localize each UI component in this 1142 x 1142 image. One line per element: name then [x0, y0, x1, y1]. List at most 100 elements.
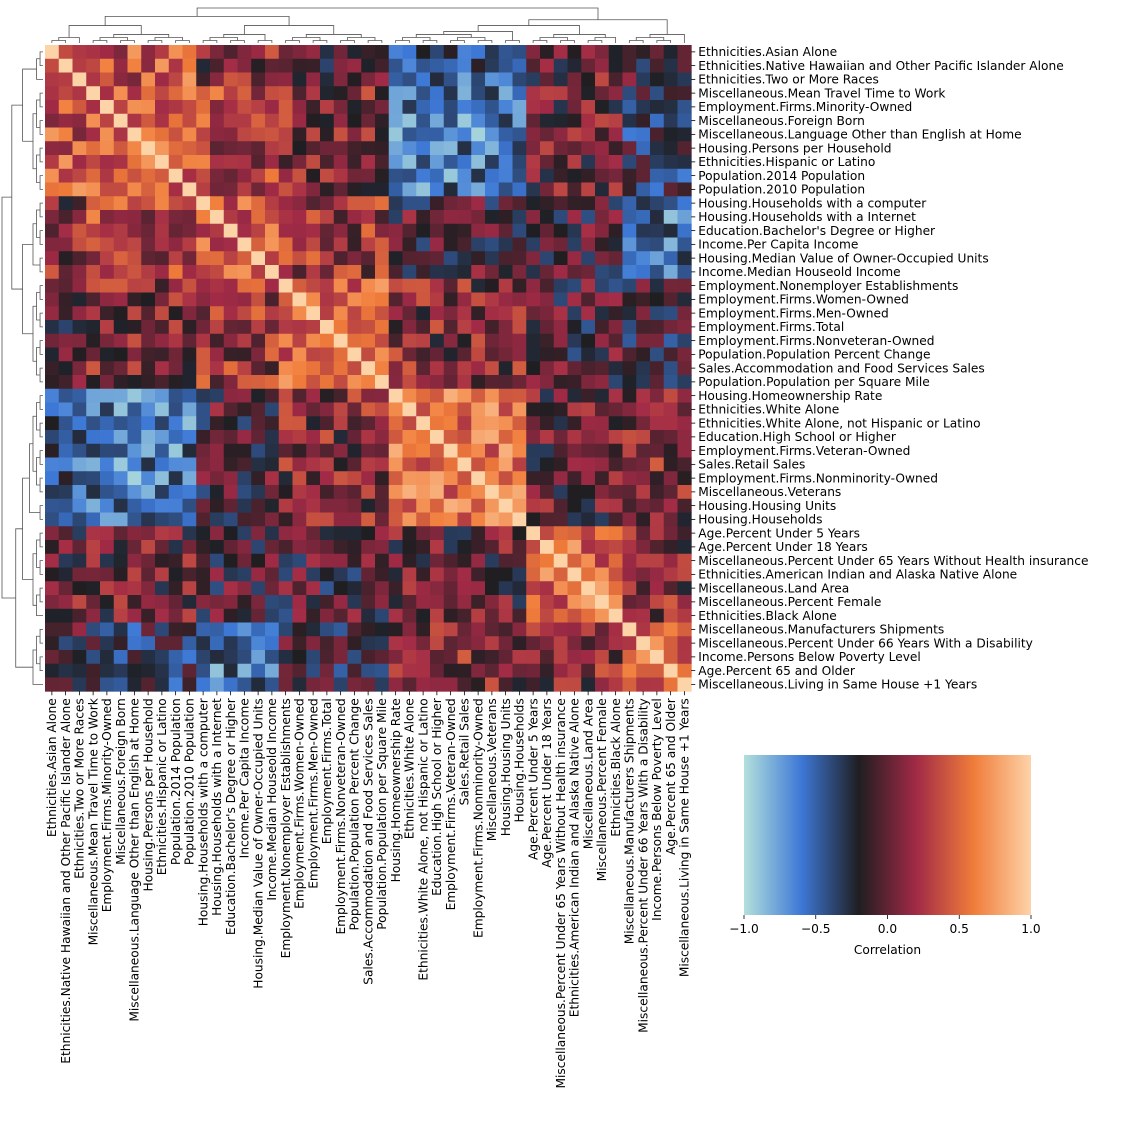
row-tick-label: Employment.Firms.Women-Owned	[698, 293, 909, 307]
heatmap-cell	[540, 512, 555, 527]
heatmap-cell	[636, 498, 651, 513]
heatmap-cell	[265, 86, 280, 101]
dendrogram-link	[175, 40, 190, 43]
heatmap-cell	[237, 540, 252, 555]
heatmap-cell	[677, 333, 692, 348]
heatmap-cell	[100, 677, 115, 692]
heatmap-cell	[141, 168, 156, 183]
heatmap-cell	[498, 443, 513, 458]
heatmap-cell	[72, 182, 87, 197]
heatmap-cell	[58, 155, 73, 170]
heatmap-cell	[650, 196, 665, 211]
heatmap-cell	[182, 498, 197, 513]
heatmap-cell	[223, 677, 238, 692]
column-tick-label: Miscellaneous.Land Area	[581, 698, 595, 849]
heatmap-cell	[361, 457, 376, 472]
heatmap-cell	[663, 100, 678, 115]
heatmap-cell	[402, 457, 417, 472]
heatmap-cell	[100, 113, 115, 128]
heatmap-cell	[540, 210, 555, 225]
heatmap-cell	[677, 622, 692, 637]
heatmap-cell	[567, 622, 582, 637]
heatmap-cell	[443, 608, 458, 623]
heatmap-cell	[388, 210, 403, 225]
heatmap-cell	[595, 251, 610, 266]
heatmap-cell	[485, 141, 500, 156]
heatmap-cell	[210, 182, 225, 197]
heatmap-cell	[320, 127, 335, 142]
heatmap-cell	[457, 457, 472, 472]
heatmap-cell	[182, 416, 197, 431]
heatmap-cell	[141, 86, 156, 101]
heatmap-cell	[581, 430, 596, 445]
heatmap-cell	[155, 168, 170, 183]
dendrogram-link	[532, 40, 548, 43]
heatmap-cell	[553, 457, 568, 472]
heatmap-cell	[430, 581, 445, 596]
dendrogram-link	[367, 40, 383, 43]
heatmap-cell	[361, 86, 376, 101]
heatmap-cell	[72, 237, 87, 252]
heatmap-cell	[388, 595, 403, 610]
heatmap-cell	[237, 265, 252, 280]
heatmap-cell	[333, 223, 348, 238]
heatmap-cell	[320, 278, 335, 293]
dendrogram-link	[1, 196, 16, 599]
heatmap-cell	[141, 567, 156, 582]
column-tick-label: Age.Percent Under 5 Years	[526, 698, 540, 860]
heatmap-cell	[498, 210, 513, 225]
heatmap-cell	[333, 347, 348, 362]
heatmap-cell	[540, 388, 555, 403]
heatmap-cell	[457, 292, 472, 307]
heatmap-cell	[100, 237, 115, 252]
dendrogram-link	[39, 120, 43, 135]
row-tick-label: Age.Percent 65 and Older	[698, 664, 856, 678]
dendrogram-link	[104, 15, 290, 26]
heatmap-cell	[251, 86, 266, 101]
heatmap-cell	[347, 237, 362, 252]
heatmap-cell	[306, 58, 321, 73]
row-tick-label: Income.Per Capita Income	[698, 238, 858, 252]
heatmap-cell	[347, 402, 362, 417]
heatmap-cell	[86, 265, 101, 280]
heatmap-cell	[251, 567, 266, 582]
heatmap-cell	[608, 210, 623, 225]
heatmap-cell	[430, 223, 445, 238]
heatmap-cell	[361, 182, 376, 197]
row-tick-label: Miscellaneous.Language Other than Englis…	[698, 128, 1021, 142]
heatmap-cell	[471, 168, 486, 183]
heatmap-cell	[113, 581, 128, 596]
heatmap-cell	[443, 320, 458, 335]
heatmap-cell	[375, 223, 390, 238]
heatmap-cell	[375, 526, 390, 541]
heatmap-cell	[471, 155, 486, 170]
heatmap-cell	[498, 100, 513, 115]
heatmap-cell	[278, 443, 293, 458]
heatmap-cell	[595, 677, 610, 692]
heatmap-cell	[553, 251, 568, 266]
heatmap-cell	[306, 512, 321, 527]
dendrogram-link	[32, 305, 37, 362]
heatmap-cell	[430, 498, 445, 513]
dendrogram-link	[305, 34, 362, 38]
heatmap-cell	[402, 677, 417, 692]
heatmap-cell	[471, 402, 486, 417]
heatmap-cell	[306, 320, 321, 335]
heatmap-cell	[306, 663, 321, 678]
heatmap-cell	[361, 443, 376, 458]
heatmap-cell	[320, 402, 335, 417]
heatmap-cell	[292, 265, 307, 280]
heatmap-cell	[402, 402, 417, 417]
heatmap-cell	[457, 485, 472, 500]
heatmap-cell	[127, 416, 142, 431]
heatmap-cell	[45, 402, 60, 417]
heatmap-cell	[58, 347, 73, 362]
heatmap-cell	[72, 430, 87, 445]
heatmap-cell	[127, 168, 142, 183]
heatmap-cell	[86, 72, 101, 87]
heatmap-cell	[45, 251, 60, 266]
heatmap-cell	[278, 251, 293, 266]
heatmap-cell	[512, 100, 527, 115]
heatmap-cell	[182, 663, 197, 678]
heatmap-cell	[622, 526, 637, 541]
